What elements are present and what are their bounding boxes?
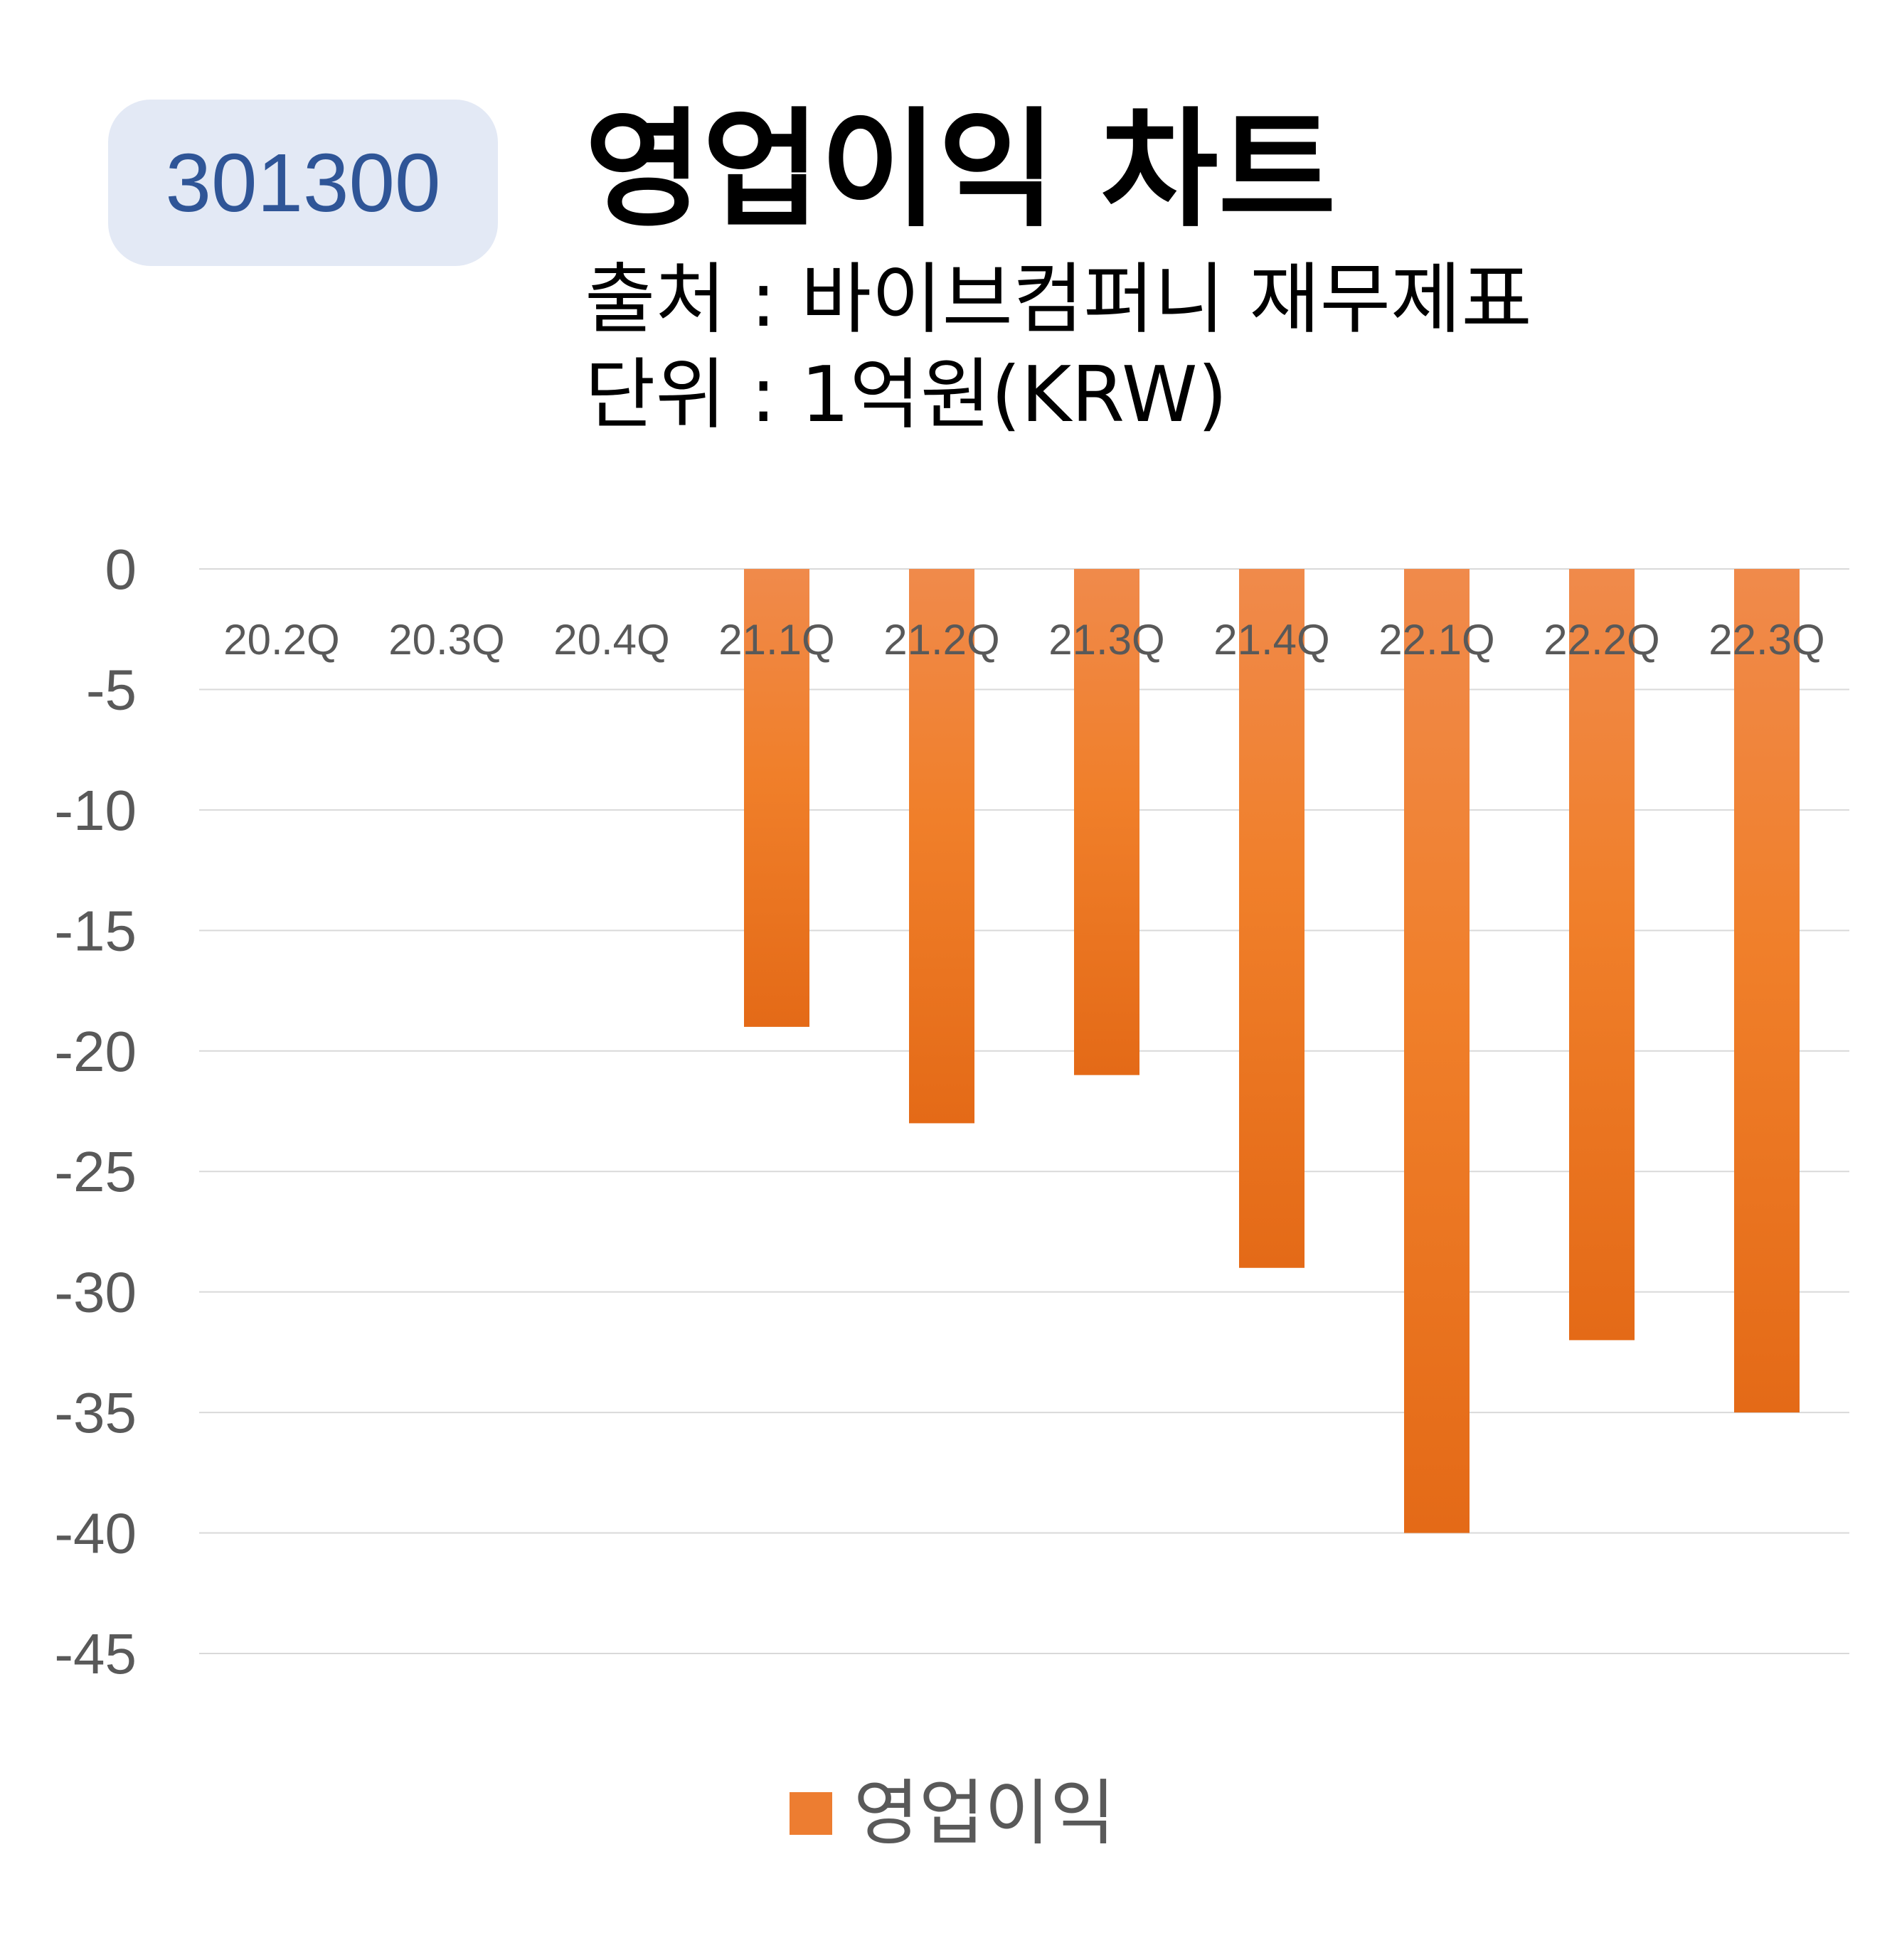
x-tick-label: 21.1Q xyxy=(718,616,834,664)
x-tick-label: 21.3Q xyxy=(1048,616,1164,664)
stock-code-badge: 301300 xyxy=(108,100,498,266)
y-tick-label: -15 xyxy=(54,899,137,962)
x-tick-label: 21.2Q xyxy=(883,616,999,664)
bar-22.2Q xyxy=(1569,569,1635,1341)
unit-line: 단위 : 1억원(KRW) xyxy=(585,351,1228,440)
source-line: 출처 : 바이브컴퍼니 재무제표 xyxy=(585,255,1532,344)
x-tick-label: 20.2Q xyxy=(223,616,339,664)
legend-label: 영업이익 xyxy=(854,1772,1115,1855)
y-tick-label: -5 xyxy=(86,658,137,721)
y-tick-label: -10 xyxy=(54,779,137,842)
bar-21.1Q xyxy=(744,569,809,1027)
x-tick-label: 22.1Q xyxy=(1378,616,1494,664)
stock-code: 301300 xyxy=(165,137,441,229)
legend-swatch xyxy=(790,1792,832,1835)
y-tick-label: -35 xyxy=(54,1381,137,1444)
y-tick-label: -40 xyxy=(54,1502,137,1565)
chart-title: 영업이익 차트 xyxy=(585,96,1337,245)
bar-21.3Q xyxy=(1074,569,1139,1075)
y-tick-label: 0 xyxy=(105,538,137,601)
y-tick-label: -30 xyxy=(54,1261,137,1324)
x-tick-label: 20.3Q xyxy=(388,616,504,664)
y-tick-label: -25 xyxy=(54,1140,137,1203)
x-tick-label: 22.2Q xyxy=(1543,616,1659,664)
y-tick-label: -20 xyxy=(54,1020,137,1083)
bar-22.3Q xyxy=(1734,569,1800,1413)
x-tick-label: 22.3Q xyxy=(1709,616,1824,664)
bar-21.2Q xyxy=(909,569,974,1124)
y-axis-ticks: 0 -5 -10 -15 -20 -25 -30 -35 -40 -45 xyxy=(54,538,137,1685)
bar-21.4Q xyxy=(1239,569,1304,1268)
bar-22.1Q xyxy=(1404,569,1470,1533)
bars xyxy=(744,569,1800,1533)
x-tick-label: 20.4Q xyxy=(553,616,669,664)
legend: 영업이익 xyxy=(790,1778,1115,1849)
y-tick-label: -45 xyxy=(54,1622,137,1685)
x-tick-label: 21.4Q xyxy=(1213,616,1329,664)
x-axis-ticks: 20.2Q 20.3Q 20.4Q 21.1Q 21.2Q 21.3Q 21.4Q 22.1Q… xyxy=(223,616,1824,664)
